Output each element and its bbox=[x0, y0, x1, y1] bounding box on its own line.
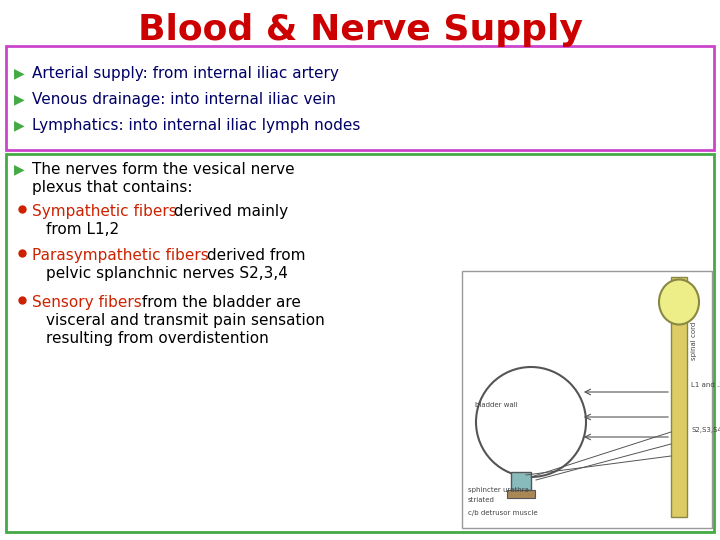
FancyBboxPatch shape bbox=[462, 271, 712, 528]
Text: derived mainly: derived mainly bbox=[164, 204, 288, 219]
Text: striated: striated bbox=[468, 497, 495, 503]
Text: bladder wall: bladder wall bbox=[475, 402, 518, 408]
Text: L1 and .2: L1 and .2 bbox=[691, 382, 720, 388]
Text: plexus that contains:: plexus that contains: bbox=[32, 180, 192, 195]
Text: Blood & Nerve Supply: Blood & Nerve Supply bbox=[138, 13, 582, 47]
Text: Sympathetic fibers: Sympathetic fibers bbox=[32, 204, 176, 219]
Bar bbox=[507, 490, 535, 498]
Bar bbox=[511, 472, 531, 490]
Text: pelvic splanchnic nerves S2,3,4: pelvic splanchnic nerves S2,3,4 bbox=[46, 266, 288, 281]
Text: Venous drainage: into internal iliac vein: Venous drainage: into internal iliac vei… bbox=[32, 92, 336, 107]
Text: Arterial supply: from internal iliac artery: Arterial supply: from internal iliac art… bbox=[32, 66, 339, 81]
Text: ▶: ▶ bbox=[14, 66, 24, 80]
Bar bbox=[671, 277, 687, 517]
Text: resulting from overdistention: resulting from overdistention bbox=[46, 331, 269, 346]
Text: S2,S3,S4,S4: S2,S3,S4,S4 bbox=[691, 427, 720, 433]
Circle shape bbox=[476, 367, 586, 477]
Ellipse shape bbox=[659, 280, 699, 325]
Text: ▶: ▶ bbox=[14, 118, 24, 132]
Text: from the bladder are: from the bladder are bbox=[137, 295, 301, 310]
Text: Parasympathetic fibers: Parasympathetic fibers bbox=[32, 248, 209, 263]
Text: ▶: ▶ bbox=[14, 92, 24, 106]
Text: ▶: ▶ bbox=[14, 162, 24, 176]
Text: Lymphatics: into internal iliac lymph nodes: Lymphatics: into internal iliac lymph no… bbox=[32, 118, 361, 133]
Text: Sensory fibers: Sensory fibers bbox=[32, 295, 142, 310]
FancyBboxPatch shape bbox=[6, 154, 714, 532]
Text: derived from: derived from bbox=[202, 248, 305, 263]
Text: from L1,2: from L1,2 bbox=[46, 222, 119, 237]
Text: spinal cord: spinal cord bbox=[691, 322, 697, 360]
Text: sphincter urethra: sphincter urethra bbox=[468, 487, 529, 493]
FancyBboxPatch shape bbox=[6, 46, 714, 150]
Text: visceral and transmit pain sensation: visceral and transmit pain sensation bbox=[46, 313, 325, 328]
Text: c/b detrusor muscle: c/b detrusor muscle bbox=[468, 510, 538, 516]
Text: The nerves form the vesical nerve: The nerves form the vesical nerve bbox=[32, 162, 294, 177]
